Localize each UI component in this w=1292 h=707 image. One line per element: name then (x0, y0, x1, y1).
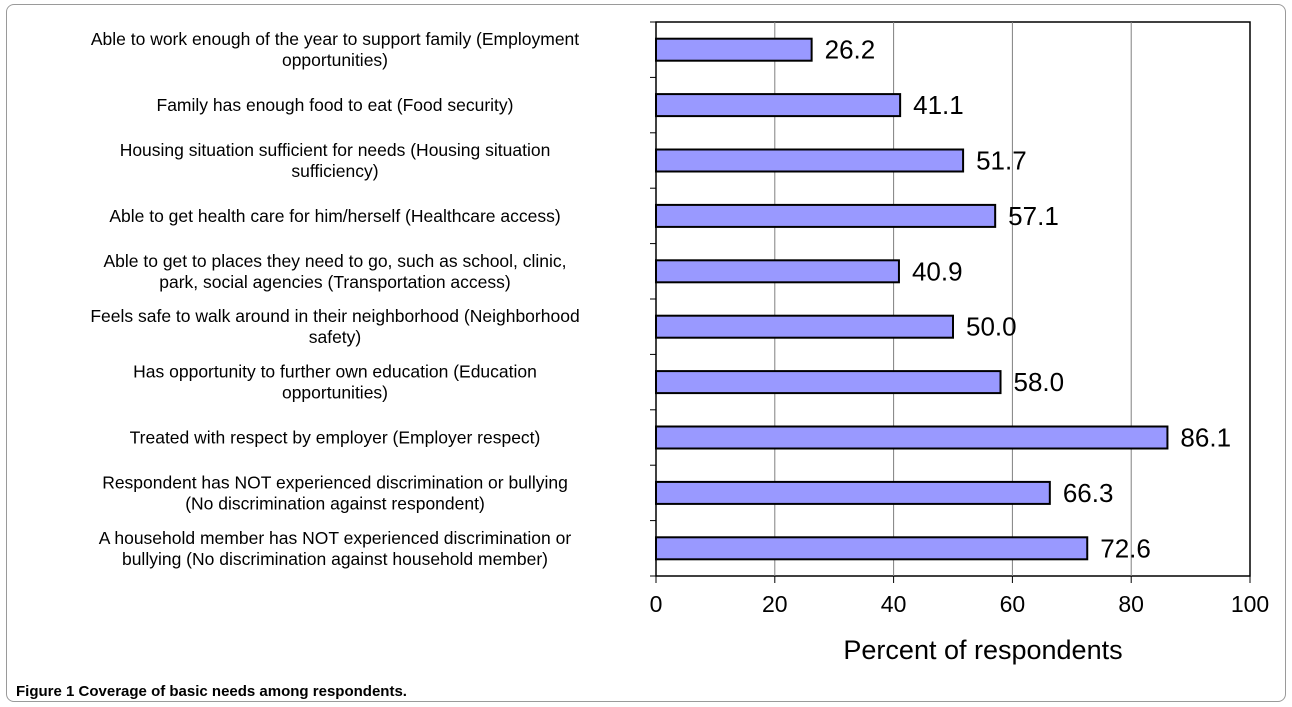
category-label: Able to get to places they need to go, s… (103, 251, 566, 292)
category-label: Has opportunity to further own education… (133, 362, 537, 403)
category-label-line: bullying (No discrimination against hous… (122, 549, 548, 569)
data-label: 50.0 (966, 312, 1017, 342)
x-tick-label: 60 (1000, 591, 1026, 617)
data-label: 58.0 (1014, 367, 1065, 397)
caption-label: Figure 1 (16, 683, 75, 700)
category-label-line: A household member has NOT experienced d… (99, 528, 572, 548)
category-label-line: Treated with respect by employer (Employ… (130, 428, 541, 448)
category-label-line: opportunities) (282, 50, 388, 70)
category-label: Respondent has NOT experienced discrimin… (102, 472, 568, 513)
data-label: 40.9 (912, 256, 963, 286)
bar (655, 203, 997, 228)
bar (655, 148, 965, 173)
category-label-line: Housing situation sufficient for needs (… (120, 140, 551, 160)
category-label-line: sufficiency) (291, 161, 378, 181)
bar (655, 259, 900, 284)
category-label-line: Able to get to places they need to go, s… (103, 251, 566, 271)
bar (655, 37, 813, 62)
x-tick-label: 20 (762, 591, 788, 617)
category-label-line: Feels safe to walk around in their neigh… (90, 306, 579, 326)
data-label: 26.2 (825, 35, 876, 65)
category-label-line: Has opportunity to further own education… (133, 362, 537, 382)
category-label-line: safety) (309, 327, 362, 347)
category-label: Able to work enough of the year to suppo… (91, 29, 579, 70)
bar (655, 480, 1051, 505)
bar (655, 425, 1169, 450)
x-tick-label: 80 (1118, 591, 1144, 617)
category-label: A household member has NOT experienced d… (99, 528, 572, 569)
category-label-line: Respondent has NOT experienced discrimin… (102, 472, 568, 492)
category-label-line: (No discrimination against respondent) (185, 493, 485, 513)
x-axis-title: Percent of respondents (843, 635, 1122, 665)
data-label: 86.1 (1180, 423, 1231, 453)
bar (655, 314, 954, 339)
bar-chart: 0 20 40 60 80 100 26.2 Able to work enough of t… (90, 21, 1269, 665)
category-label: Feels safe to walk around in their neigh… (90, 306, 579, 347)
x-tick-label: 100 (1231, 591, 1269, 617)
category-label-line: Able to get health care for him/herself … (109, 206, 560, 226)
data-label: 57.1 (1008, 201, 1059, 231)
bar (655, 93, 902, 118)
caption-text: Coverage of basic needs among respondent… (78, 683, 407, 700)
category-label: Family has enough food to eat (Food secu… (157, 95, 514, 115)
figure-caption: Figure 1 Coverage of basic needs among r… (16, 683, 407, 700)
category-label-line: Family has enough food to eat (Food secu… (157, 95, 514, 115)
category-label-line: Able to work enough of the year to suppo… (91, 29, 579, 49)
x-tick-label: 40 (881, 591, 907, 617)
data-label: 51.7 (976, 146, 1027, 176)
category-label: Able to get health care for him/herself … (109, 206, 560, 226)
category-label: Housing situation sufficient for needs (… (120, 140, 551, 181)
bar (655, 536, 1089, 561)
figure-frame (6, 4, 1286, 702)
data-label: 66.3 (1063, 478, 1114, 508)
data-label: 72.6 (1100, 533, 1151, 563)
category-label-line: park, social agencies (Transportation ac… (159, 272, 510, 292)
bar (655, 370, 1002, 395)
category-label-line: opportunities) (282, 383, 388, 403)
category-label: Treated with respect by employer (Employ… (130, 428, 541, 448)
x-tick-label: 0 (650, 591, 663, 617)
data-label: 41.1 (913, 90, 964, 120)
